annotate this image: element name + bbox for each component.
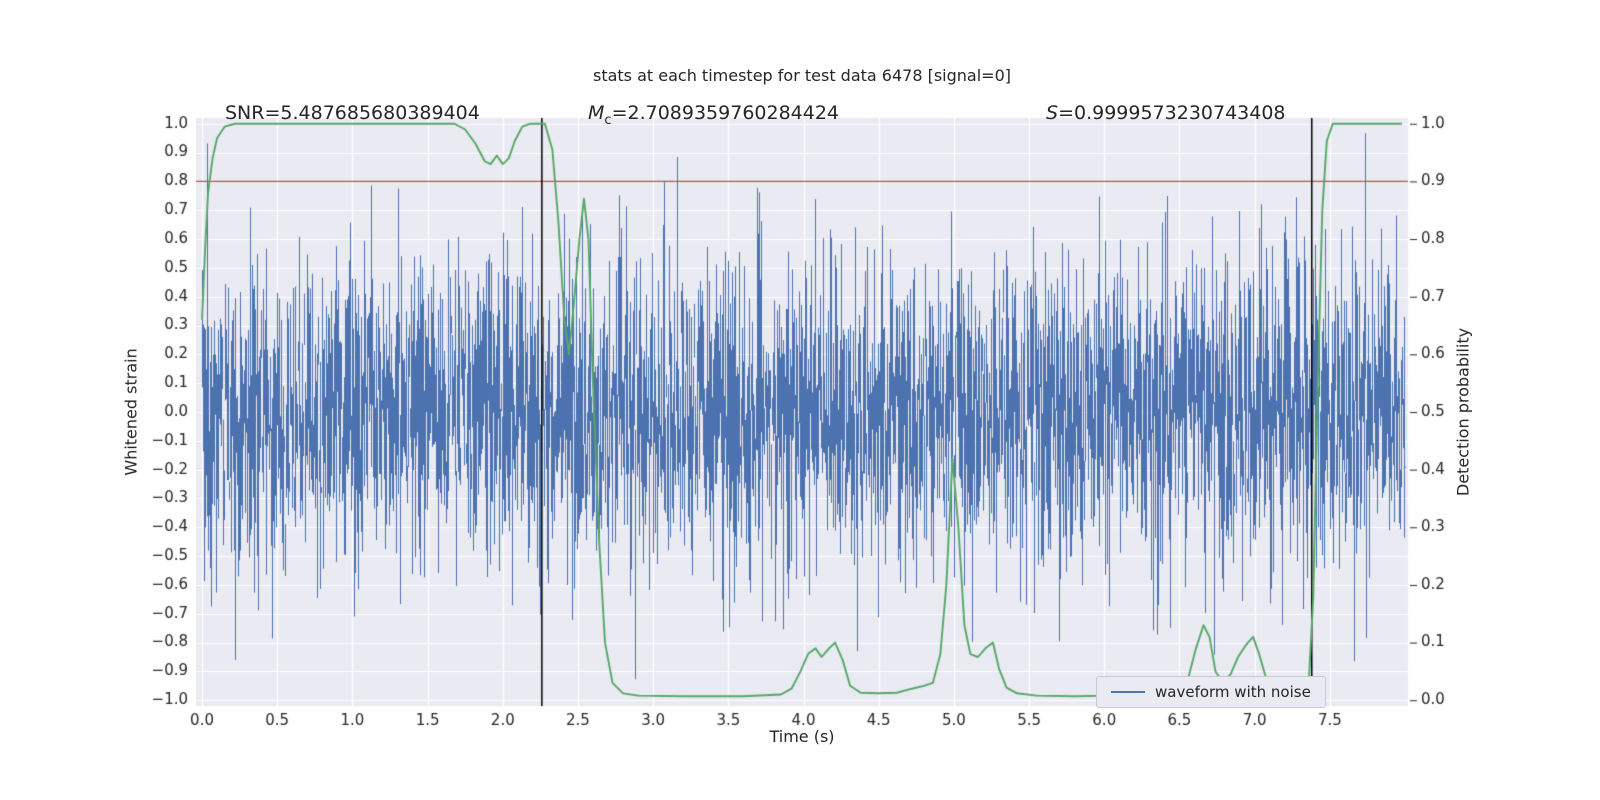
- annotation-mc-subscript: c: [604, 112, 612, 128]
- annotation-statistic: S=0.9999573230743408: [1046, 102, 1286, 124]
- annotation-snr: SNR=5.487685680389404: [225, 102, 480, 124]
- annotation-s-symbol: S: [1046, 102, 1059, 124]
- y-axis-label-right: Detection probability: [1453, 327, 1473, 497]
- annotation-snr-text: SNR=5.487685680389404: [225, 102, 480, 124]
- legend-waveform-line-swatch: [1111, 691, 1145, 693]
- legend: waveform with noise: [1096, 676, 1326, 708]
- y-axis-label-left: Whitened strain: [121, 348, 141, 476]
- x-axis-label: Time (s): [769, 727, 835, 746]
- legend-waveform-label: waveform with noise: [1155, 683, 1311, 701]
- chart-title: stats at each timestep for test data 647…: [592, 66, 1011, 85]
- annotation-mc-value: =2.7089359760284424: [611, 102, 840, 124]
- annotation-mc-symbol: M: [588, 102, 605, 124]
- annotation-s-value: =0.9999573230743408: [1058, 102, 1286, 124]
- annotation-chirp-mass: Mc=2.7089359760284424: [588, 102, 839, 128]
